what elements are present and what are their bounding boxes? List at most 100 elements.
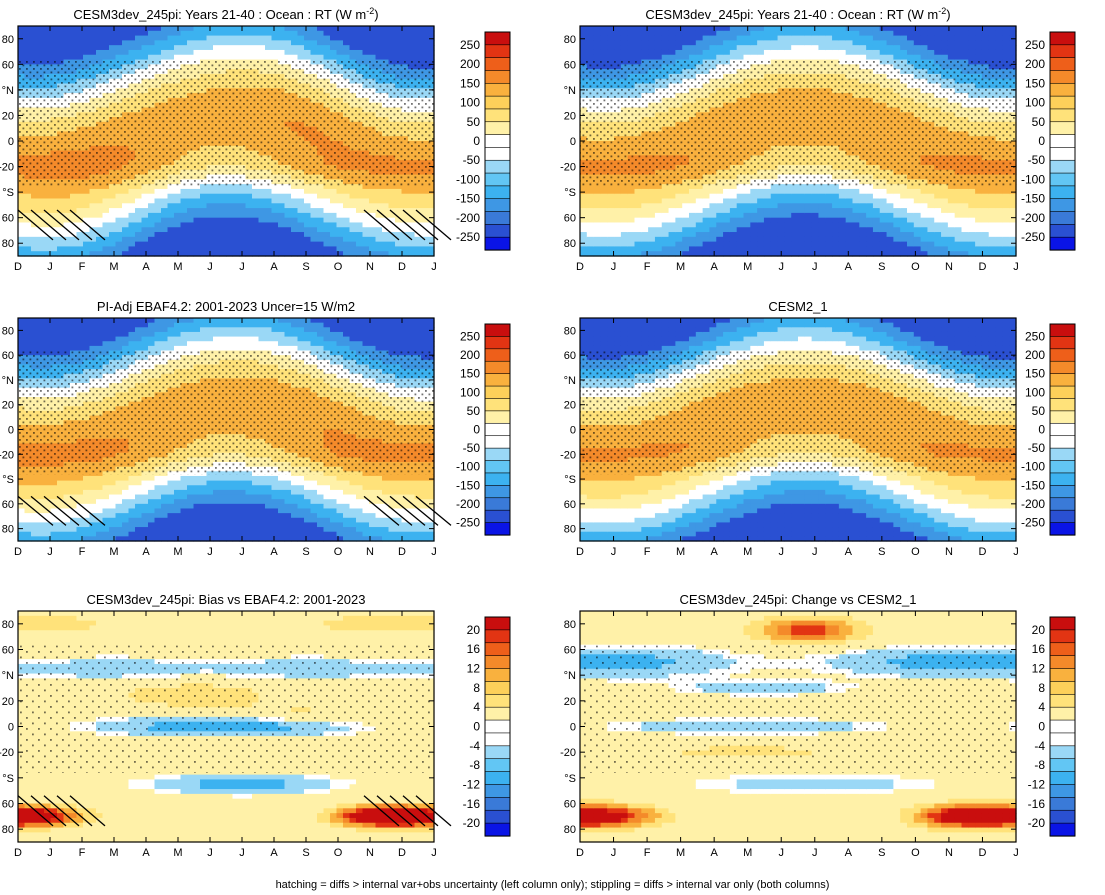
x-tick-label: F (79, 546, 86, 558)
y-tick-label: °N (2, 670, 14, 682)
colorbar-label: -150 (1021, 478, 1045, 492)
colorbar-label: -150 (456, 192, 480, 206)
chart-panel-6: CESM3dev_245pi: Change vs CESM2_18060°N2… (560, 592, 1076, 859)
colorbar-label: -20 (1028, 816, 1046, 830)
x-tick-label: J (778, 546, 784, 558)
colorbar-swatch (1049, 616, 1076, 631)
colorbar-swatch (484, 706, 511, 721)
x-tick-label: F (644, 261, 651, 273)
colorbar-swatch (484, 771, 511, 786)
x-tick-label: J (812, 546, 818, 558)
y-tick-label: 60 (564, 645, 576, 657)
colorbar-swatch (1049, 44, 1076, 59)
x-tick-label: S (302, 847, 309, 859)
y-tick-label: °S (2, 474, 14, 486)
colorbar-swatch (1049, 435, 1076, 449)
colorbar-swatch (484, 323, 511, 338)
colorbar-label: 150 (460, 76, 480, 90)
colorbar-label: 150 (460, 367, 480, 381)
y-tick-label: -20 (0, 747, 14, 759)
x-tick-label: A (270, 847, 278, 859)
x-tick-label: M (173, 546, 182, 558)
colorbar-swatch (484, 485, 511, 499)
x-tick-label: F (644, 546, 651, 558)
y-tick-label: 20 (2, 110, 14, 122)
colorbar-swatch (1049, 360, 1076, 375)
colorbar-swatch (484, 784, 511, 798)
colorbar: 250 200 150 100 50 0 -50 -100 -150 -200 -250 (456, 31, 511, 251)
x-tick-label: A (845, 847, 853, 859)
colorbar-swatch (484, 147, 511, 161)
x-tick-label: A (845, 546, 853, 558)
x-tick-label: J (778, 847, 784, 859)
colorbar-swatch (484, 616, 511, 631)
colorbar-label: -50 (1028, 153, 1046, 167)
colorbar-label: 8 (473, 681, 480, 695)
colorbar-label: 50 (467, 404, 481, 418)
y-tick-label: 0 (570, 722, 576, 734)
colorbar-swatch (1049, 172, 1076, 187)
y-tick-label: 80 (564, 34, 576, 46)
colorbar-swatch (484, 509, 511, 524)
colorbar-swatch (484, 336, 511, 350)
y-tick-label: 60 (564, 799, 576, 811)
colorbar-swatch (1049, 121, 1076, 136)
colorbar-label: 8 (1038, 681, 1045, 695)
colorbar-label: -4 (1034, 739, 1045, 753)
colorbar-swatch (1049, 185, 1076, 200)
x-tick-label: J (611, 261, 617, 273)
colorbar-label: 16 (467, 642, 481, 656)
x-tick-label: F (79, 261, 86, 273)
y-tick-label: 80 (2, 325, 14, 337)
colorbar-label: 200 (460, 348, 480, 362)
colorbar-swatch (1049, 509, 1076, 524)
colorbar-label: -250 (1021, 516, 1045, 530)
x-tick-label: M (676, 546, 685, 558)
x-tick-label: A (270, 546, 278, 558)
x-tick-label: A (142, 261, 150, 273)
colorbar-swatch (484, 44, 511, 59)
colorbar-swatch (1049, 797, 1076, 811)
x-tick-label: M (676, 261, 685, 273)
y-tick-label: 80 (564, 619, 576, 631)
x-tick-label: D (14, 546, 22, 558)
y-tick-label: 60 (564, 59, 576, 71)
stippling-overlay (18, 645, 434, 773)
colorbar-swatch (1049, 732, 1076, 747)
colorbar-swatch (1049, 485, 1076, 499)
colorbar-swatch (1049, 398, 1076, 412)
x-tick-label: S (878, 847, 885, 859)
x-tick-label: O (911, 847, 920, 859)
x-tick-label: N (366, 261, 374, 273)
x-tick-label: J (207, 546, 213, 558)
colorbar-swatch (484, 185, 511, 200)
x-tick-label: N (945, 261, 953, 273)
colorbar-label: 0 (1038, 720, 1045, 734)
colorbar-swatch (1049, 681, 1076, 695)
x-tick-label: M (676, 847, 685, 859)
colorbar-swatch (1049, 348, 1076, 362)
chart-title: CESM3dev_245pi: Bias vs EBAF4.2: 2001-20… (87, 592, 366, 607)
y-tick-label: 60 (2, 350, 14, 362)
colorbar-label: 250 (1025, 329, 1045, 343)
x-tick-label: J (812, 847, 818, 859)
stippling-overlay (580, 351, 1016, 475)
colorbar-swatch (1049, 693, 1076, 708)
x-tick-label: J (431, 546, 437, 558)
y-tick-label: 0 (8, 425, 14, 437)
colorbar-label: -100 (1021, 460, 1045, 474)
y-tick-label: °N (564, 375, 576, 387)
colorbar-swatch (484, 385, 511, 400)
colorbar-frame (1049, 31, 1076, 251)
colorbar-swatch (1049, 668, 1076, 683)
colorbar-swatch (1049, 642, 1076, 657)
y-tick-label: 0 (570, 136, 576, 148)
y-tick-label: 60 (564, 213, 576, 225)
x-tick-label: D (398, 261, 406, 273)
y-tick-label: °S (564, 187, 576, 199)
colorbar-label: -8 (1034, 758, 1045, 772)
x-tick-label: S (878, 546, 885, 558)
colorbar-swatch (1049, 706, 1076, 721)
y-tick-label: 0 (570, 425, 576, 437)
